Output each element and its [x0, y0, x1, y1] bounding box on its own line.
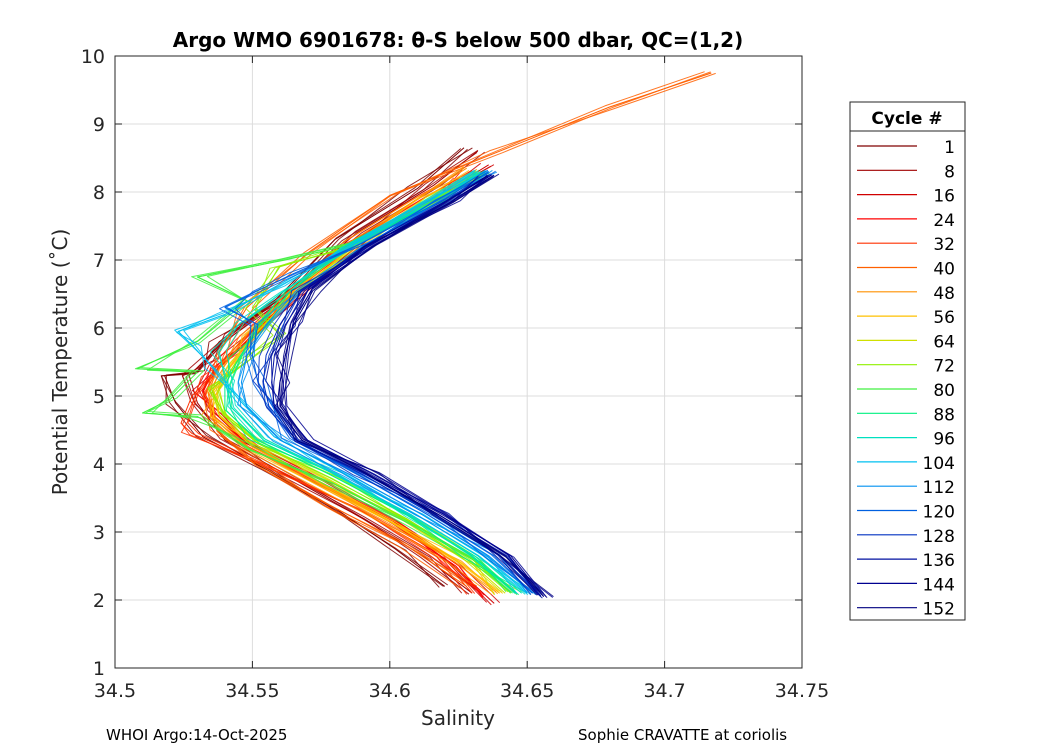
- y-tick-label: 3: [93, 522, 105, 544]
- y-tick-label: 4: [93, 454, 105, 476]
- series-line-cycle-120: [224, 169, 533, 594]
- series-line-cycle-40: [202, 72, 716, 587]
- legend-label: 120: [923, 503, 955, 523]
- legend-label: 112: [923, 478, 955, 498]
- legend-label: 1: [944, 138, 955, 158]
- y-tick-label: 9: [93, 114, 105, 136]
- series-line-cycle-72: [210, 174, 512, 594]
- legend-label: 96: [933, 430, 955, 450]
- y-tick-label: 6: [93, 318, 105, 340]
- footer-credit: Sophie CRAVATTE at coriolis: [578, 726, 788, 744]
- series-line-cycle-8: [181, 151, 486, 593]
- legend-title: Cycle #: [871, 109, 942, 129]
- series-line-cycle-104: [183, 169, 529, 595]
- legend-label: 24: [933, 211, 955, 231]
- chart-title: Argo WMO 6901678: θ-S below 500 dbar, QC…: [173, 28, 743, 52]
- legend-label: 32: [933, 235, 955, 255]
- x-tick-label: 34.6: [369, 680, 411, 702]
- x-tick-label: 34.7: [643, 680, 685, 702]
- legend-label: 88: [933, 405, 955, 425]
- y-tick-label: 1: [93, 658, 105, 680]
- footer-source: WHOI Argo:14-Oct-2025: [106, 726, 288, 744]
- y-tick-label: 2: [93, 590, 105, 612]
- legend-label: 104: [923, 454, 955, 474]
- y-tick-label: 10: [81, 46, 105, 68]
- legend-label: 144: [923, 575, 955, 595]
- y-tick-label: 5: [93, 386, 105, 408]
- legend-entries: 1 8 16 24 32 40 48 56 64 72 80 88 96 104 112 120 128 136 1…: [857, 138, 955, 620]
- legend-label: 72: [933, 357, 955, 377]
- legend-box: [849, 101, 966, 621]
- legend-label: 56: [933, 308, 955, 328]
- x-axis-label: Salinity: [421, 706, 495, 730]
- y-tick-label: 8: [93, 182, 105, 204]
- x-tick-label: 34.65: [500, 680, 554, 702]
- series-line-cycle-24: [196, 169, 485, 596]
- legend: Cycle # 1 8 16 24 32 40 48 56 64 72 80 88 96 104 112 12…: [849, 101, 966, 621]
- x-tick-label: 34.55: [225, 680, 279, 702]
- series-line-cycle-80: [140, 172, 513, 594]
- series-line-cycle-80: [147, 170, 507, 593]
- x-tick-label: 34.5: [94, 680, 136, 702]
- series-line-cycle-136: [265, 175, 543, 599]
- series-line-cycle-152: [281, 175, 538, 596]
- series-line-cycle-144: [285, 176, 539, 596]
- legend-label: 152: [923, 600, 955, 620]
- series-line-cycle-152: [273, 173, 554, 597]
- series-line-cycle-1: [160, 148, 468, 586]
- legend-label: 80: [933, 381, 955, 401]
- y-tick-label: 7: [93, 250, 105, 272]
- legend-label: 48: [933, 284, 955, 304]
- x-tick-label: 34.75: [775, 680, 829, 702]
- axis-ticks: 34.5 34.55 34.6 34.65 34.7 34.75 1 2 3 4 5 6 7 8 9 10: [81, 46, 829, 702]
- plot-area: [114, 55, 803, 669]
- legend-label: 64: [933, 332, 955, 352]
- legend-label: 40: [933, 260, 955, 280]
- y-axis-label: Potential Temperature (˚C): [48, 229, 72, 496]
- legend-label: 16: [933, 187, 955, 207]
- legend-label: 128: [923, 527, 955, 547]
- series-lines: [134, 71, 716, 606]
- legend-label: 136: [923, 551, 955, 571]
- legend-label: 8: [944, 162, 955, 182]
- series-line-cycle-96: [209, 169, 532, 593]
